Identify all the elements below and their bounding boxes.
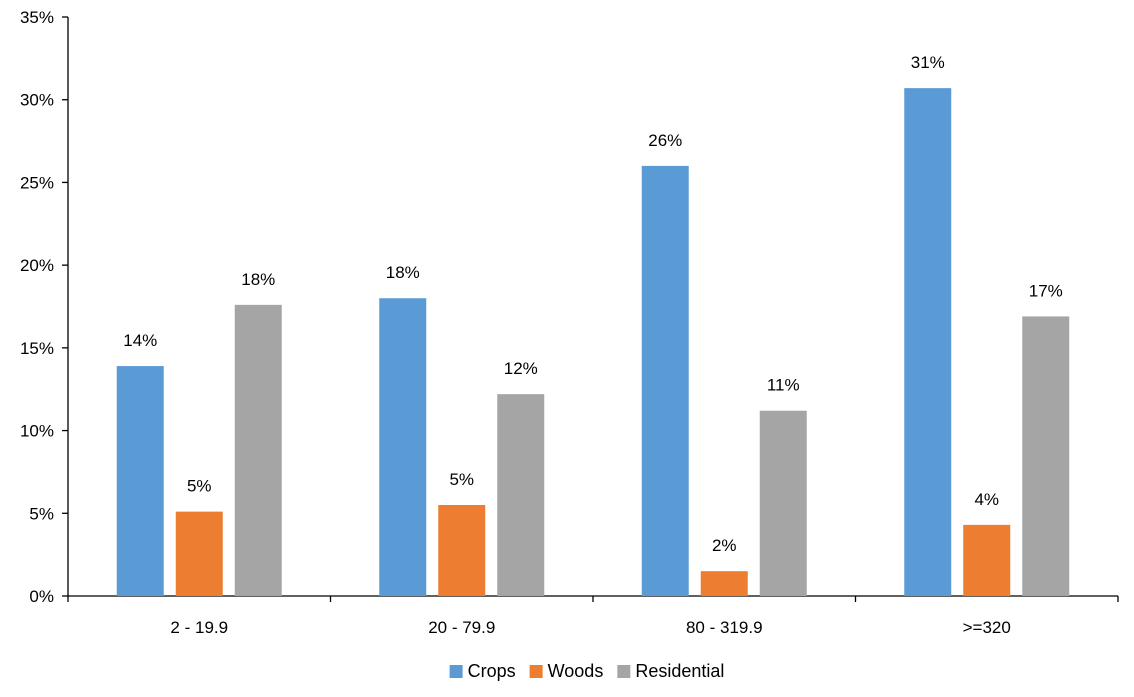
y-tick-label: 5%	[29, 504, 54, 523]
y-tick-label: 35%	[20, 8, 54, 27]
legend-swatch-woods	[529, 665, 543, 678]
bar-crops	[904, 88, 952, 597]
data-labels: 14% 5% 18% 18% 5% 12% 26% 2% 11% 31% 4% 17%	[123, 53, 1063, 555]
bar-crops	[641, 165, 689, 596]
data-label-residential: 12%	[504, 359, 538, 378]
y-tick-label: 10%	[20, 422, 54, 441]
data-label-residential: 11%	[767, 376, 800, 395]
bar-residential	[759, 410, 807, 596]
x-category-label: 2 - 19.9	[170, 618, 228, 637]
legend-label-crops: Crops	[468, 661, 516, 681]
bars	[116, 88, 1070, 597]
data-label-residential: 17%	[1029, 281, 1063, 300]
x-category-label: 20 - 79.9	[428, 618, 495, 637]
bar-woods	[700, 571, 748, 596]
axes: 0% 5% 10% 15% 20% 25% 30% 35% 2 - 19.9 20 - 79.9 8…	[20, 8, 1119, 637]
bar-residential	[497, 394, 545, 596]
bar-woods	[438, 505, 486, 596]
legend-swatch-residential	[617, 665, 631, 678]
bar-woods	[175, 511, 223, 596]
x-category-label: >=320	[963, 618, 1011, 637]
bar-woods	[963, 524, 1011, 596]
legend-swatch-crops	[449, 665, 463, 678]
bar-crops	[116, 366, 164, 596]
x-category-label: 80 - 319.9	[686, 618, 763, 637]
bar-residential	[234, 304, 282, 596]
data-label-woods: 5%	[449, 470, 474, 489]
data-label-woods: 4%	[974, 490, 999, 509]
y-tick-label: 0%	[29, 587, 54, 606]
data-label-crops: 31%	[911, 53, 945, 72]
y-tick-label: 25%	[20, 173, 54, 192]
data-label-woods: 5%	[187, 477, 212, 496]
data-label-crops: 18%	[386, 263, 420, 282]
legend-label-residential: Residential	[635, 661, 724, 681]
legend: Crops Woods Residential	[449, 661, 724, 681]
bar-residential	[1022, 316, 1070, 596]
y-tick-label: 30%	[20, 91, 54, 110]
y-tick-label: 15%	[20, 339, 54, 358]
bar-crops	[379, 298, 427, 596]
legend-label-woods: Woods	[548, 661, 604, 681]
data-label-crops: 26%	[648, 131, 682, 150]
data-label-woods: 2%	[712, 536, 737, 555]
data-label-residential: 18%	[241, 270, 275, 289]
data-label-crops: 14%	[123, 331, 157, 350]
y-tick-label: 20%	[20, 256, 54, 275]
